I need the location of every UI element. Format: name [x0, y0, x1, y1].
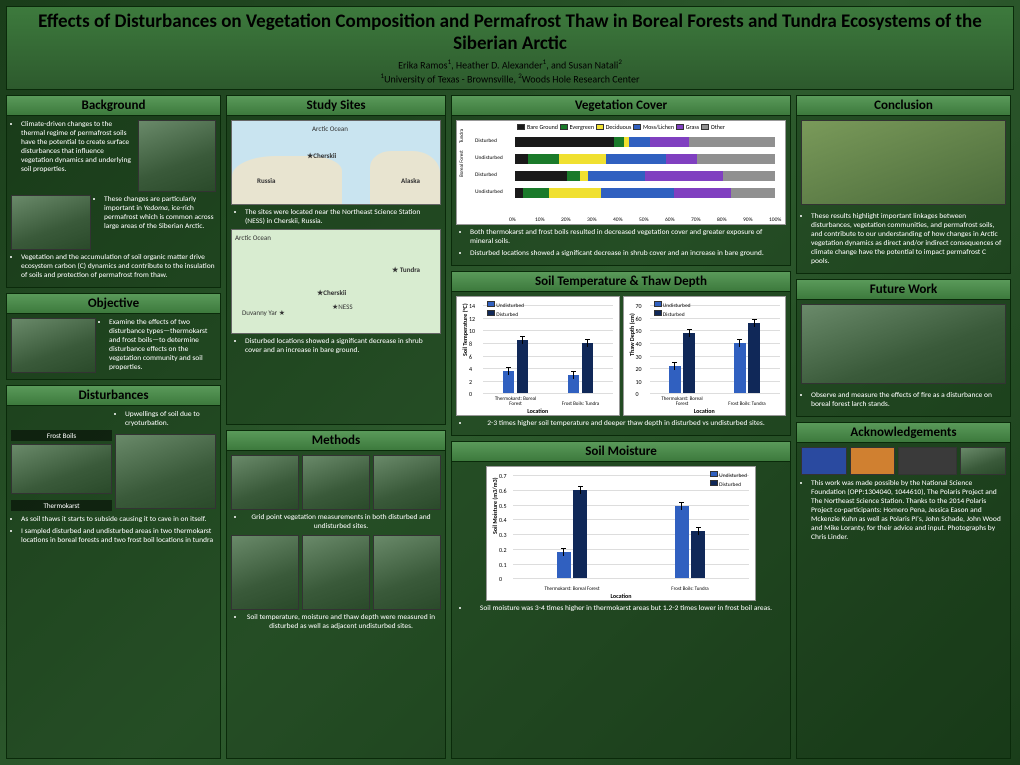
ss-bullet-1: The sites were located near the Northeas…: [245, 208, 437, 226]
dist-bullet-1: Upwellings of soil due to cryoturbation.: [125, 410, 216, 428]
soilmoist-chart: 00.10.20.30.40.50.60.7Thermokarst: Borea…: [486, 466, 756, 601]
futurework-photo: [801, 304, 1006, 384]
ack-bullet-1: This work was made possible by the Natio…: [811, 479, 1006, 542]
section-disturbances: Disturbances Frost Boils Thermokarst Upw…: [6, 385, 221, 759]
column-4: Conclusion These results highlight impor…: [796, 95, 1011, 759]
section-soilmoist: Soil Moisture 00.10.20.30.40.50.60.7Ther…: [451, 441, 791, 759]
bg-bullet-2: These changes are particularly important…: [104, 195, 216, 231]
columns: Background Climate-driven changes to the…: [6, 95, 1014, 759]
section-ack: Acknowledgements This work was made poss…: [796, 422, 1011, 759]
section-studysites: Study Sites Arctic Ocean Russia Alaska ★…: [226, 95, 446, 424]
map-arctic: Arctic Ocean Russia Alaska ★Cherskii: [231, 120, 441, 205]
header-studysites: Study Sites: [227, 96, 445, 116]
methods-bullet-2: Soil temperature, moisture and thaw dept…: [245, 613, 437, 631]
bg-photo-1: [138, 120, 216, 192]
thermokarst-label: Thermokarst: [11, 500, 112, 511]
ack-photo: [960, 447, 1006, 475]
logo-2: [850, 447, 896, 475]
header-soiltemp: Soil Temperature & Thaw Depth: [452, 272, 790, 292]
header-vegcover: Vegetation Cover: [452, 96, 790, 116]
section-background: Background Climate-driven changes to the…: [6, 95, 221, 288]
header-methods: Methods: [227, 431, 445, 451]
poster-root: Effects of Disturbances on Vegetation Co…: [0, 0, 1020, 765]
column-2: Study Sites Arctic Ocean Russia Alaska ★…: [226, 95, 446, 759]
obj-photo: [11, 318, 96, 373]
dist-photo-1: [11, 444, 112, 494]
bg-photo-2: [11, 195, 91, 250]
header-futurework: Future Work: [797, 280, 1010, 300]
poster-title: Effects of Disturbances on Vegetation Co…: [17, 11, 1003, 55]
methods-bullet-1: Grid point vegetation measurements in bo…: [245, 513, 437, 531]
column-3: Vegetation Cover Bare Ground Evergreen D…: [451, 95, 791, 759]
veg-bullet-1: Both thermokarst and frost boils resulte…: [470, 228, 782, 246]
affiliations: 1University of Texas - Brownsville, 2Woo…: [17, 71, 1003, 85]
soiltemp-caption: 2-3 times higher soil temperature and de…: [470, 419, 782, 428]
map-detail: Arctic Ocean ★ Tundra ★Cherskii ★NESS Du…: [231, 229, 441, 334]
methods-photo-2: [302, 455, 370, 510]
soilmoist-caption: Soil moisture was 3-4 times higher in th…: [470, 604, 782, 613]
veg-bullet-2: Disturbed locations showed a significant…: [470, 249, 782, 258]
ss-bullet-2: Disturbed locations showed a significant…: [245, 337, 437, 355]
conclusion-photo: [801, 120, 1006, 205]
soiltemp-chart: 02468101214Thermokarst: Boreal ForestFro…: [456, 296, 620, 416]
section-methods: Methods Grid point vegetation measuremen…: [226, 430, 446, 759]
frostboils-label: Frost Boils: [11, 430, 112, 441]
header-disturbances: Disturbances: [7, 386, 220, 406]
logo-3: [898, 447, 957, 475]
header-background: Background: [7, 96, 220, 116]
section-futurework: Future Work Observe and measure the effe…: [796, 279, 1011, 417]
section-soiltemp: Soil Temperature & Thaw Depth 0246810121…: [451, 271, 791, 436]
title-block: Effects of Disturbances on Vegetation Co…: [6, 6, 1014, 90]
methods-photo-6: [373, 535, 441, 610]
dist-bullet-2: As soil thaws it starts to subside causi…: [21, 515, 216, 524]
thawdepth-chart: 010203040506070Thermokarst: Boreal Fores…: [623, 296, 787, 416]
section-vegcover: Vegetation Cover Bare Ground Evergreen D…: [451, 95, 791, 266]
section-objective: Objective Examine the effects of two dis…: [6, 293, 221, 380]
header-ack: Acknowledgements: [797, 423, 1010, 443]
methods-photo-1: [231, 455, 299, 510]
authors: Erika Ramos1, Heather D. Alexander1, and…: [17, 57, 1003, 71]
vegcover-chart: Bare Ground Evergreen Deciduous Moss/Lic…: [456, 120, 786, 225]
header-objective: Objective: [7, 294, 220, 314]
bg-bullet-3: Vegetation and the accumulation of soil …: [21, 253, 216, 280]
header-conclusion: Conclusion: [797, 96, 1010, 116]
dist-bullet-3: I sampled disturbed and undisturbed area…: [21, 527, 216, 545]
header-soilmoist: Soil Moisture: [452, 442, 790, 462]
logo-1: [801, 447, 847, 475]
column-1: Background Climate-driven changes to the…: [6, 95, 221, 759]
methods-photo-5: [302, 535, 370, 610]
concl-bullet-1: These results highlight important linkag…: [811, 212, 1006, 266]
bg-bullet-1: Climate-driven changes to the thermal re…: [21, 120, 135, 174]
fw-bullet-1: Observe and measure the effects of fire …: [811, 391, 1006, 409]
methods-photo-3: [373, 455, 441, 510]
section-conclusion: Conclusion These results highlight impor…: [796, 95, 1011, 274]
obj-bullet-1: Examine the effects of two disturbance t…: [109, 318, 216, 372]
dist-photo-2: [115, 434, 216, 509]
methods-photo-4: [231, 535, 299, 610]
